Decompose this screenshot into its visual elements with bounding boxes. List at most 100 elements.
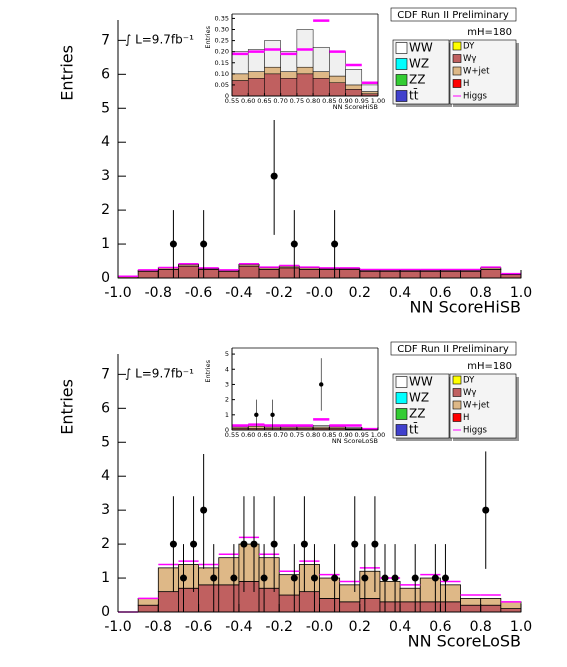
data-point xyxy=(371,540,379,548)
stack-bar xyxy=(137,604,159,613)
y-tick-label: 3 xyxy=(225,380,229,388)
stack-bar xyxy=(379,601,401,613)
x-tick-label: 0.4 xyxy=(389,285,411,301)
stack-bar xyxy=(339,584,361,603)
stack-bar xyxy=(399,270,421,279)
legend-label: ZZ xyxy=(409,73,425,87)
legend-label: WZ xyxy=(409,391,429,405)
stack-bar xyxy=(258,267,280,270)
stack-bar xyxy=(258,587,280,613)
x-tick-label: -0.2 xyxy=(266,619,293,635)
x-axis-label: NN ScoreHiSB xyxy=(333,103,378,111)
stack-bar xyxy=(319,269,341,279)
stack-bar xyxy=(296,73,314,97)
data-point xyxy=(200,506,208,514)
x-tick-label: 0.75 xyxy=(290,431,304,439)
x-tick-label: 0.85 xyxy=(322,431,336,439)
legend-label: H xyxy=(463,413,469,423)
stack-bar xyxy=(157,591,179,613)
stack-bar xyxy=(361,84,379,92)
stack-bar xyxy=(460,269,482,272)
legend-swatch xyxy=(452,400,462,410)
y-tick-label: 0 xyxy=(101,604,110,620)
data-point xyxy=(310,574,318,582)
y-tick-label: 0.35 xyxy=(215,14,229,22)
y-tick-label: 6 xyxy=(101,400,110,416)
stack-bar xyxy=(419,577,441,603)
x-tick-label: -0.6 xyxy=(185,619,212,635)
y-tick-label: 7 xyxy=(101,366,110,382)
stack-bar xyxy=(218,270,240,279)
y-tick-label: 0.15 xyxy=(215,59,229,67)
data-point xyxy=(190,540,198,548)
stack-bar xyxy=(319,268,341,270)
x-tick-label: 0.55 xyxy=(225,97,239,105)
stack-bar xyxy=(231,80,249,97)
stack-bar xyxy=(419,601,441,613)
data-point xyxy=(230,574,238,582)
x-tick-label: 0.6 xyxy=(429,619,451,635)
x-tick-label: -0.4 xyxy=(225,619,252,635)
legend-swatch xyxy=(395,376,408,388)
data-point xyxy=(319,382,324,387)
stack-bar xyxy=(264,66,281,75)
stack-bar xyxy=(137,270,159,279)
legend-label: Higgs xyxy=(463,92,488,102)
stack-bar xyxy=(480,269,502,279)
legend-swatch xyxy=(452,54,462,63)
y-tick-label: 2 xyxy=(101,202,110,218)
x-tick-label: -0.4 xyxy=(225,285,252,301)
legend-label: Wγ xyxy=(463,388,476,398)
legend-label: Higgs xyxy=(463,426,488,436)
data-point xyxy=(361,574,369,582)
stack-bar xyxy=(264,73,281,97)
stack-bar xyxy=(345,427,363,429)
data-point xyxy=(290,574,298,582)
stack-bar xyxy=(439,270,461,279)
stack-bar xyxy=(178,264,199,267)
data-point xyxy=(331,240,339,248)
data-point xyxy=(254,412,259,418)
stack-bar xyxy=(339,269,361,279)
stack-bar xyxy=(379,581,401,603)
legend-label: W+jet xyxy=(463,401,490,411)
stack-bar xyxy=(439,601,461,613)
data-point xyxy=(300,540,308,548)
stack-bar xyxy=(198,269,220,279)
legend-label: H xyxy=(463,79,469,89)
y-axis-label: Entries xyxy=(204,359,212,382)
stack-bar xyxy=(178,587,199,613)
stack-bar xyxy=(312,71,330,79)
y-tick-label: 4 xyxy=(225,365,229,373)
stack-bar xyxy=(480,267,502,270)
legend-label: tt̄ xyxy=(409,88,419,102)
stack-bar xyxy=(278,267,300,279)
stack-bar xyxy=(278,265,300,269)
stack-bar xyxy=(178,265,199,279)
x-tick-label: 0.65 xyxy=(257,97,271,105)
data-point xyxy=(270,540,278,548)
stack-bar xyxy=(238,543,260,582)
data-point xyxy=(169,540,177,548)
stack-bar xyxy=(258,269,280,279)
data-point xyxy=(351,540,359,548)
stack-bar xyxy=(460,598,482,606)
stack-bar xyxy=(298,591,320,613)
stack-bar xyxy=(500,274,522,279)
x-tick-label: -1.0 xyxy=(104,285,131,301)
y-axis-label: Entries xyxy=(204,25,212,48)
y-tick-label: 1 xyxy=(101,570,110,586)
y-tick-label: 2 xyxy=(101,536,110,552)
legend-swatch xyxy=(452,413,462,422)
x-tick-label: -0.8 xyxy=(145,285,172,301)
legend-label: tt̄ xyxy=(409,422,419,436)
stack-bar xyxy=(319,577,341,599)
stack-bar xyxy=(399,269,421,272)
header-box xyxy=(390,7,517,22)
header-box xyxy=(390,341,517,356)
x-tick-label: 0.6 xyxy=(429,285,451,301)
lumi-label: ∫ L=9.7fb⁻¹ xyxy=(125,33,194,47)
x-tick-label: 0.60 xyxy=(241,97,255,105)
x-tick-label: -0.0 xyxy=(306,619,333,635)
legend-swatch xyxy=(395,408,408,420)
